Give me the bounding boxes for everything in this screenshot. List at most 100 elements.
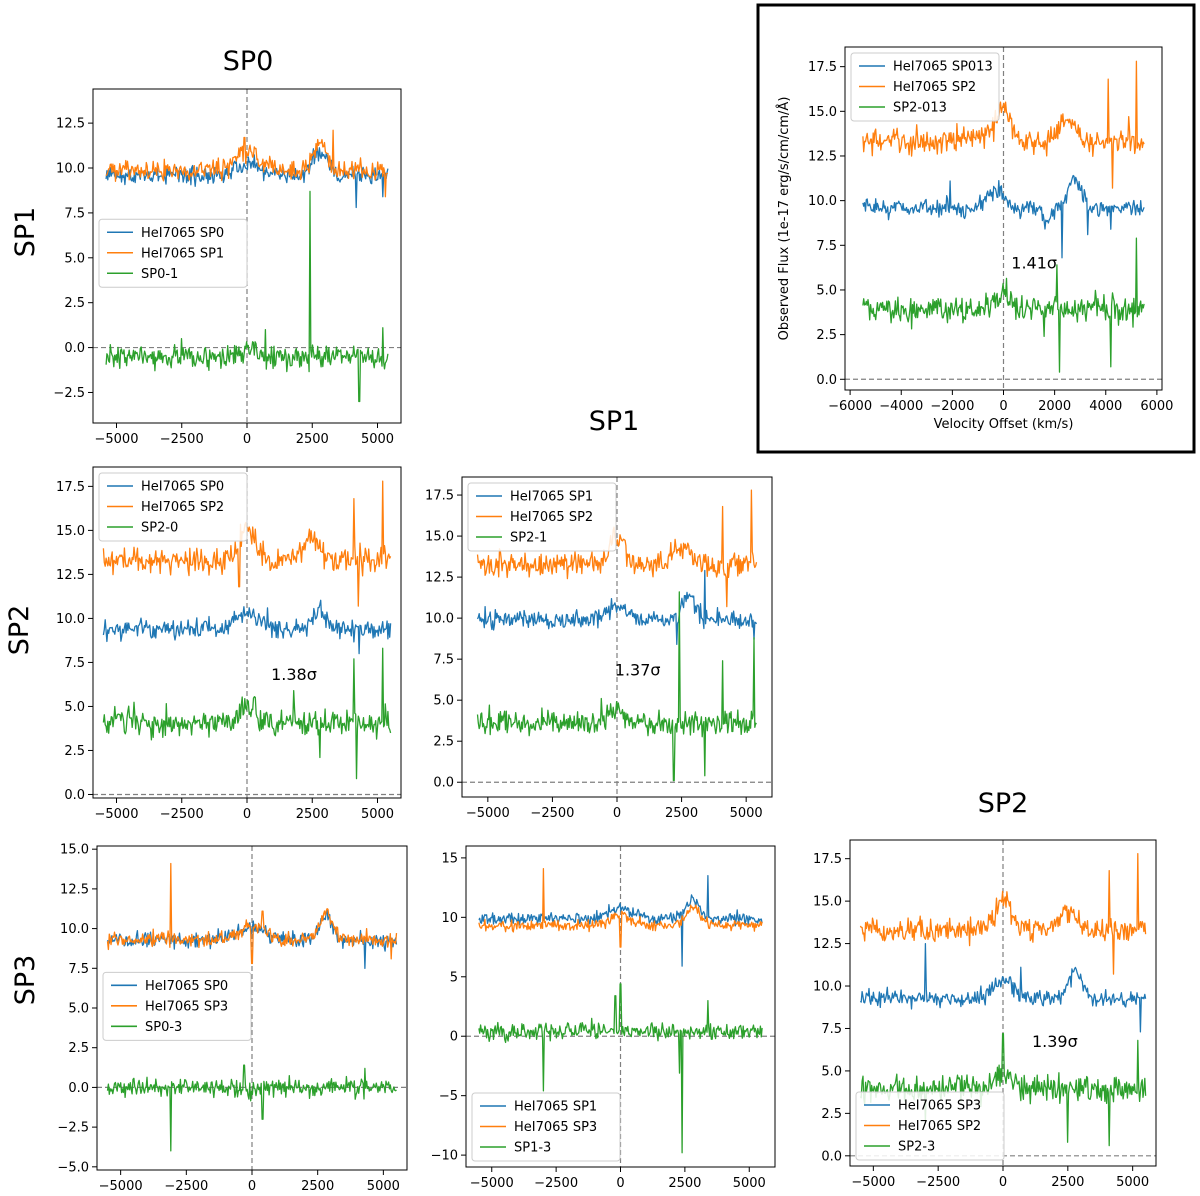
legend-entry: HeI7065 SP2 (898, 1119, 981, 1134)
y-tick-label: 5.0 (821, 1064, 842, 1079)
y-tick-label: 2.5 (64, 744, 85, 759)
y-tick-label: 17.5 (425, 489, 454, 504)
legend-box (98, 472, 248, 542)
x-tick-label: 6000 (1140, 399, 1173, 414)
x-tick-label: 2000 (1038, 399, 1071, 414)
legend-entry: SP0-1 (141, 267, 178, 282)
y-tick-label: 5.0 (64, 700, 85, 715)
y-tick-label: 10.0 (56, 162, 85, 177)
x-tick-label: 0 (616, 1176, 624, 1191)
y-tick-label: 0.0 (64, 341, 85, 356)
x-tick-label: 5000 (367, 1179, 400, 1194)
y-axis-label: Observed Flux (1e-17 erg/s/cm/cm/Å) (776, 97, 792, 341)
x-axis-label: Velocity Offset (km/s) (934, 417, 1074, 432)
y-tick-label: 5.0 (68, 1002, 89, 1017)
series-line-green (106, 1064, 397, 1152)
legend-entry: HeI7065 SP2 (510, 510, 593, 525)
legend-entry: HeI7065 SP1 (510, 490, 593, 505)
legend-entry: SP2-013 (893, 101, 947, 116)
panel-sp1-vs-sp3: −5000 −2500 0 2500 5000 −10 −5 0 5 10 15 HeI7065 SP… (431, 845, 776, 1191)
y-tick-label: 7.5 (816, 239, 837, 254)
y-tick-label: 2.5 (433, 735, 454, 750)
row-title-sp2: SP2 (4, 605, 35, 656)
column-title-sp0: SP0 (223, 46, 274, 77)
x-tick-label: −6000 (828, 399, 872, 414)
legend-entry: SP0-3 (145, 1020, 182, 1035)
y-tick-label: 15 (441, 851, 458, 866)
panel-inset-sp013-sp2: −6000 −4000 −2000 0 2000 4000 6000 0.0 2.5 5.0 7.5… (776, 46, 1173, 432)
x-tick-label: 0 (999, 399, 1007, 414)
x-tick-label: −2500 (164, 1179, 208, 1194)
y-tick-label: −10 (431, 1149, 458, 1164)
y-tick-label: 5 (450, 970, 458, 985)
y-tick-label: 7.5 (64, 656, 85, 671)
legend-box (102, 971, 252, 1041)
column-title-sp1: SP1 (589, 406, 640, 437)
legend-entry: HeI7065 SP0 (141, 480, 224, 495)
series-line-orange (862, 60, 1145, 189)
series-line-blue (476, 569, 758, 646)
y-tick-label: 12.5 (60, 882, 89, 897)
x-tick-label: 2500 (301, 1179, 334, 1194)
x-tick-label: 2500 (665, 806, 698, 821)
x-tick-label: −2500 (160, 432, 204, 447)
x-tick-label: −5000 (470, 1176, 514, 1191)
series-line-orange (478, 867, 763, 948)
series-line-blue (102, 599, 392, 655)
y-tick-label: 0.0 (68, 1081, 89, 1096)
legend-entry: SP2-3 (898, 1140, 935, 1155)
panel-sp3-vs-sp2: −5000 −2500 0 2500 5000 0.0 2.5 5.0 7.5 10.0 12.5 1… (813, 839, 1157, 1190)
y-tick-label: 17.5 (813, 852, 842, 867)
series-line-blue (478, 875, 763, 967)
x-tick-label: 4000 (1089, 399, 1122, 414)
y-tick-label: 5.0 (64, 251, 85, 266)
x-tick-label: −5000 (99, 1179, 143, 1194)
x-tick-label: 2500 (668, 1176, 701, 1191)
y-tick-label: 17.5 (808, 60, 837, 75)
x-tick-label: −2500 (160, 807, 204, 822)
y-tick-label: 12.5 (808, 149, 837, 164)
significance-annotation: 1.39σ (1032, 1032, 1078, 1051)
x-tick-label: 0 (243, 432, 251, 447)
y-tick-label: 15.0 (56, 524, 85, 539)
legend-entry: HeI7065 SP2 (141, 500, 224, 515)
y-tick-label: 15.0 (60, 843, 89, 858)
legend-box (467, 482, 617, 552)
y-tick-label: 2.5 (64, 296, 85, 311)
y-tick-label: 15.0 (808, 105, 837, 120)
legend-box (471, 1092, 621, 1162)
y-tick-label: 10.0 (813, 980, 842, 995)
significance-annotation: 1.38σ (271, 665, 317, 684)
x-tick-label: 5000 (361, 807, 394, 822)
x-tick-label: −5000 (851, 1175, 895, 1190)
series-line-green (478, 983, 763, 1154)
significance-annotation: 1.37σ (615, 661, 661, 680)
inset-frame (756, 3, 1196, 454)
legend-entry: HeI7065 SP013 (893, 60, 993, 75)
x-tick-label: 0 (613, 806, 621, 821)
panel-sp0-vs-sp3: −5000 −2500 0 2500 5000 −5.0 −2.5 0.0 2.5 5.0 7.5 1… (57, 843, 408, 1194)
series-line-blue (859, 942, 1147, 1033)
series-line-orange (476, 489, 758, 608)
legend-entry: HeI7065 SP1 (514, 1100, 597, 1115)
y-tick-label: 0.0 (433, 776, 454, 791)
panel-sp0-vs-sp2: −5000 −2500 0 2500 5000 0.0 2.5 5.0 7.5 10.0 12.5 1… (56, 466, 402, 822)
legend-box (98, 218, 248, 288)
y-tick-label: 10.0 (56, 612, 85, 627)
x-tick-label: −5000 (466, 806, 510, 821)
y-tick-label: 2.5 (68, 1041, 89, 1056)
column-title-sp2: SP2 (978, 788, 1029, 819)
y-tick-label: 5.0 (433, 694, 454, 709)
y-tick-label: −5 (439, 1089, 458, 1104)
series-line-green (102, 647, 392, 780)
y-tick-label: 10.0 (60, 922, 89, 937)
x-tick-label: 2500 (296, 432, 329, 447)
y-tick-label: 17.5 (56, 480, 85, 495)
y-tick-label: 12.5 (56, 568, 85, 583)
x-tick-label: 5000 (730, 806, 763, 821)
y-tick-label: 10 (441, 911, 458, 926)
legend-box (855, 1091, 1005, 1161)
legend-entry: HeI7065 SP1 (141, 246, 224, 261)
y-tick-label: −2.5 (57, 1121, 89, 1136)
